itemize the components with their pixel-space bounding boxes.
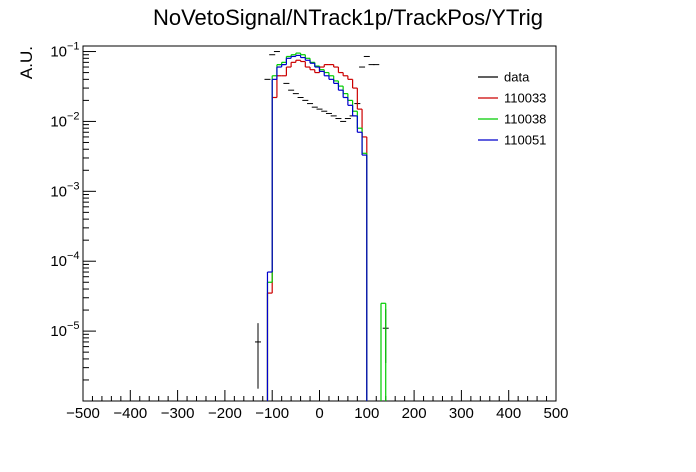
x-tick-label: −300: [161, 405, 195, 422]
x-tick-label: 500: [543, 405, 568, 422]
y-tick-exponent: −3: [67, 180, 80, 192]
y-tick-label: 10: [50, 323, 67, 340]
y-axis-title: A.U.: [17, 46, 36, 79]
y-tick-label: 10: [50, 44, 67, 61]
y-tick-exponent: −4: [67, 250, 80, 262]
legend-entry-110051: 110051: [504, 133, 546, 148]
legend-entry-data: data: [504, 70, 530, 85]
chart-title: NoVetoSignal/NTrack1p/TrackPos/YTrig: [153, 5, 543, 30]
y-tick-exponent: −2: [67, 110, 80, 122]
y-tick-label: 10: [50, 113, 67, 130]
x-tick-label: −200: [208, 405, 242, 422]
x-tick-label: −400: [113, 405, 147, 422]
x-tick-label: 400: [496, 405, 521, 422]
x-tick-label: −500: [66, 405, 100, 422]
x-tick-label: −100: [255, 405, 289, 422]
legend-entry-110038: 110038: [504, 112, 546, 127]
y-tick-exponent: −1: [67, 41, 80, 53]
x-tick-label: 300: [449, 405, 474, 422]
x-tick-label: 200: [402, 405, 427, 422]
y-tick-exponent: −5: [67, 320, 80, 332]
legend-entry-110033: 110033: [504, 91, 546, 106]
y-tick-label: 10: [50, 253, 67, 270]
y-tick-label: 10: [50, 183, 67, 200]
x-tick-label: 0: [315, 405, 323, 422]
legend: data 110033 110038 110051: [478, 70, 546, 148]
x-tick-label: 100: [354, 405, 379, 422]
